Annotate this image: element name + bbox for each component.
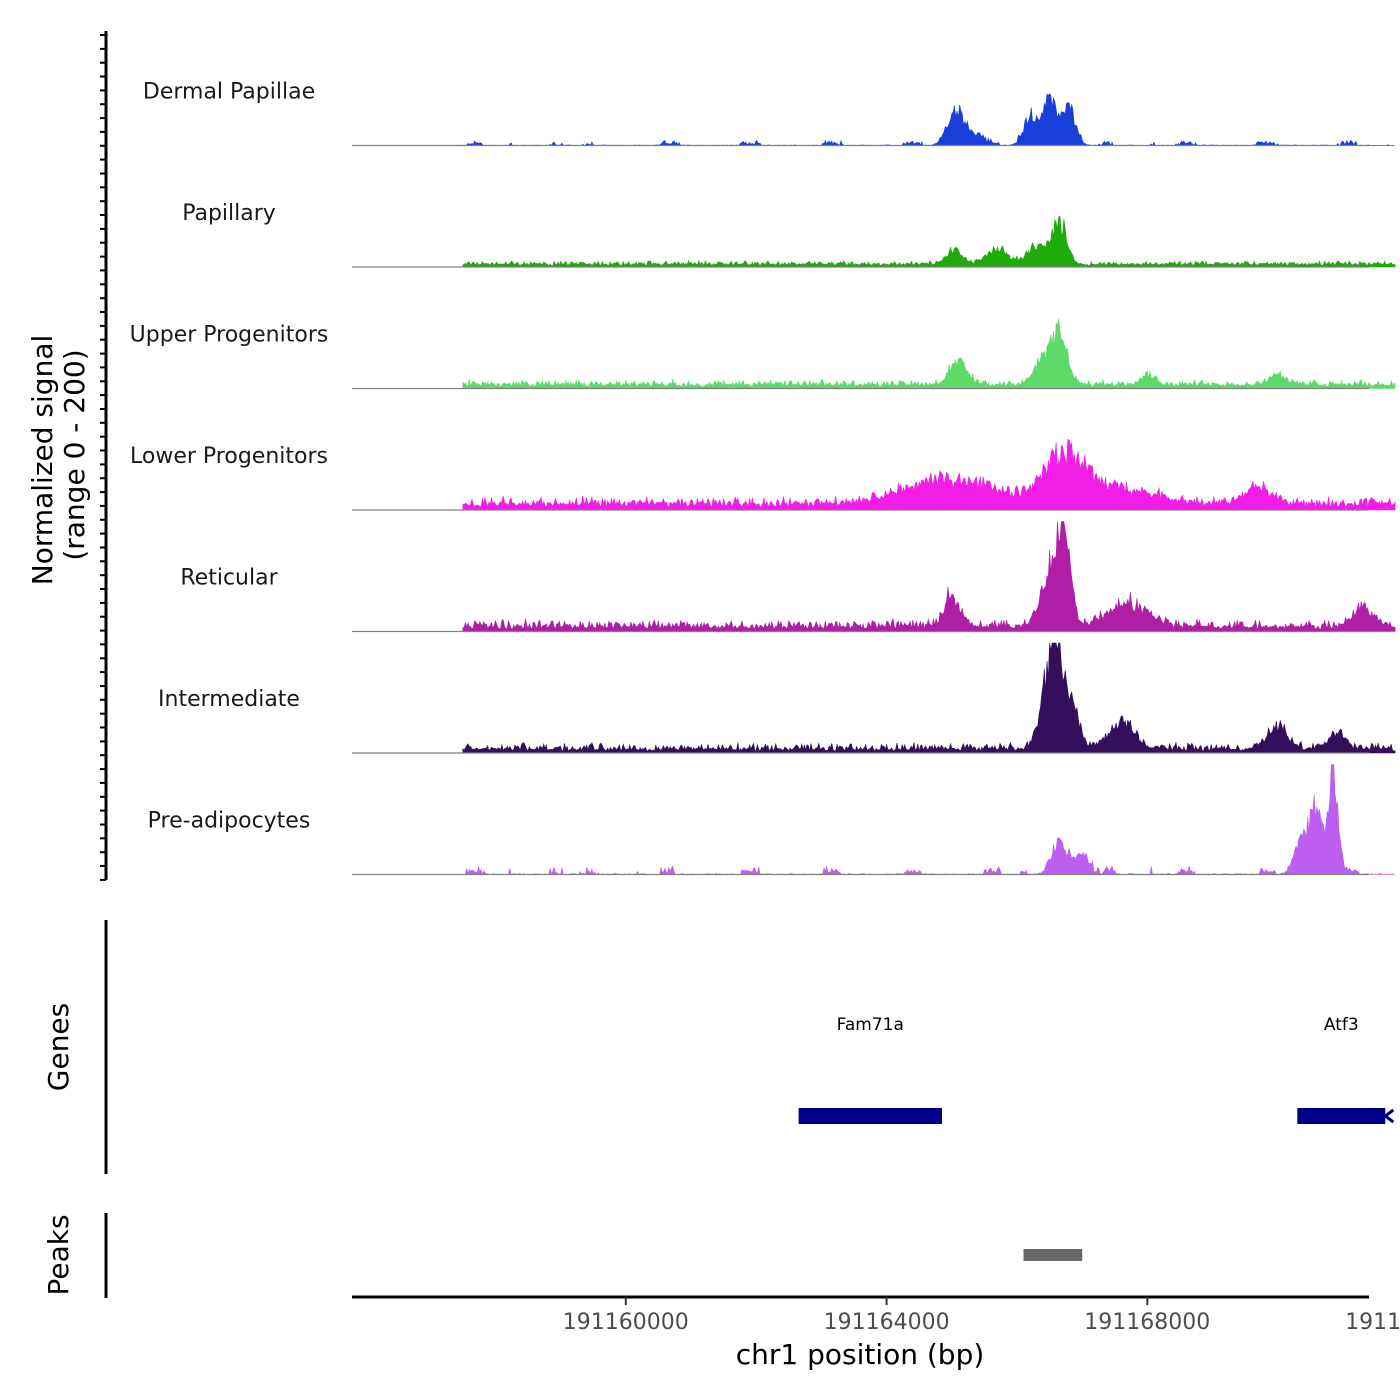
gene-fam71a: Fam71a <box>798 1015 942 1124</box>
coverage-y-label-line1: Normalized signal <box>26 335 59 586</box>
coverage-tracks: Dermal Papillae Papillary Upper Progenitor… <box>130 80 1396 876</box>
coverage-area <box>462 438 1396 511</box>
track-label: Pre-adipocytes <box>148 809 311 834</box>
coverage-track: Upper Progenitors <box>130 318 1396 390</box>
genes-y-label: Genes <box>42 1003 75 1091</box>
track-label: Papillary <box>182 201 276 226</box>
track-label: Reticular <box>180 566 278 591</box>
x-tick-label: 191164000 <box>824 1310 950 1335</box>
coverage-track: Lower Progenitors <box>130 438 1396 511</box>
strand-arrow <box>1382 1108 1395 1124</box>
coverage-area <box>462 93 1396 147</box>
coverage-track: Dermal Papillae <box>143 80 1396 147</box>
coverage-y-ticks <box>100 34 106 881</box>
coverage-y-label-line2: (range 0 - 200) <box>58 349 91 560</box>
track-label: Dermal Papillae <box>143 80 315 105</box>
x-tick-label: 191160000 <box>563 1310 689 1335</box>
gene-track: Fam71a Atf3 <box>798 1015 1395 1124</box>
peak-track <box>1023 1249 1083 1261</box>
coverage-area <box>462 521 1396 632</box>
coverage-area <box>462 764 1396 876</box>
x-axis-ticks: 191160000 191164000 191168000 191172000 <box>563 1297 1400 1335</box>
peak-range <box>1023 1249 1083 1261</box>
x-tick-label: 191168000 <box>1084 1310 1210 1335</box>
coverage-area <box>462 318 1396 389</box>
x-tick-label: 191172000 <box>1345 1310 1400 1335</box>
gene-atf3: Atf3 <box>1297 1015 1395 1124</box>
coverage-track: Reticular <box>180 521 1396 633</box>
gene-body <box>1297 1108 1386 1124</box>
gene-label: Fam71a <box>837 1015 904 1035</box>
peaks-y-label: Peaks <box>42 1214 75 1295</box>
track-label: Lower Progenitors <box>130 444 328 469</box>
coverage-track: Intermediate <box>158 642 1396 754</box>
track-label: Upper Progenitors <box>130 323 329 348</box>
track-label: Intermediate <box>158 687 300 712</box>
coverage-area <box>462 642 1396 754</box>
coverage-track: Pre-adipocytes <box>148 764 1396 876</box>
coverage-track: Papillary <box>182 201 1396 268</box>
coverage-area <box>462 216 1396 268</box>
gene-body <box>798 1108 942 1124</box>
gene-label: Atf3 <box>1324 1015 1359 1035</box>
x-axis-title: chr1 position (bp) <box>736 1338 985 1371</box>
